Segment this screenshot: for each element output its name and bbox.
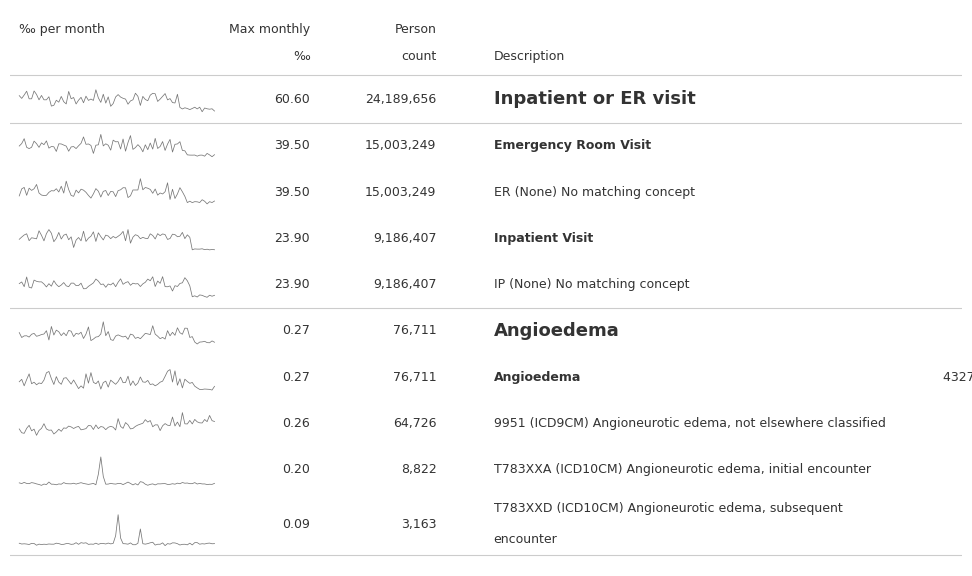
Text: Inpatient Visit: Inpatient Visit xyxy=(494,232,593,245)
Text: count: count xyxy=(401,50,436,63)
Text: 39.50: 39.50 xyxy=(274,185,310,199)
Text: Inpatient or ER visit: Inpatient or ER visit xyxy=(494,90,695,108)
Text: 76,711: 76,711 xyxy=(393,371,436,384)
Text: 60.60: 60.60 xyxy=(274,93,310,106)
Text: 39.50: 39.50 xyxy=(274,139,310,152)
Text: 24,189,656: 24,189,656 xyxy=(365,93,436,106)
Text: Angioedema: Angioedema xyxy=(494,322,619,340)
Text: T783XXD (ICD10CM) Angioneurotic edema, subsequent: T783XXD (ICD10CM) Angioneurotic edema, s… xyxy=(494,502,843,515)
Text: 432791: 432791 xyxy=(939,371,972,384)
Text: 15,003,249: 15,003,249 xyxy=(365,185,436,199)
Text: ‰: ‰ xyxy=(293,50,310,63)
Text: 0.20: 0.20 xyxy=(282,463,310,476)
Text: 8,822: 8,822 xyxy=(400,463,436,476)
Text: 9951 (ICD9CM) Angioneurotic edema, not elsewhere classified: 9951 (ICD9CM) Angioneurotic edema, not e… xyxy=(494,417,885,430)
Text: 9,186,407: 9,186,407 xyxy=(373,278,436,291)
Text: Angioedema: Angioedema xyxy=(494,371,581,384)
Text: IP (None) No matching concept: IP (None) No matching concept xyxy=(494,278,689,291)
Text: 0.26: 0.26 xyxy=(282,417,310,430)
Text: ER (None) No matching concept: ER (None) No matching concept xyxy=(494,185,695,199)
Text: T783XXA (ICD10CM) Angioneurotic edema, initial encounter: T783XXA (ICD10CM) Angioneurotic edema, i… xyxy=(494,463,871,476)
Text: 76,711: 76,711 xyxy=(393,324,436,338)
Text: 15,003,249: 15,003,249 xyxy=(365,139,436,152)
Text: 9,186,407: 9,186,407 xyxy=(373,232,436,245)
Text: Person: Person xyxy=(395,22,436,36)
Text: 23.90: 23.90 xyxy=(274,232,310,245)
Text: Description: Description xyxy=(494,50,565,63)
Text: 23.90: 23.90 xyxy=(274,278,310,291)
Text: encounter: encounter xyxy=(494,533,557,547)
Text: 0.27: 0.27 xyxy=(282,371,310,384)
Text: 3,163: 3,163 xyxy=(401,518,436,530)
Text: ‰ per month: ‰ per month xyxy=(19,22,105,36)
Text: Emergency Room Visit: Emergency Room Visit xyxy=(494,139,650,152)
Text: 64,726: 64,726 xyxy=(393,417,436,430)
Text: 0.27: 0.27 xyxy=(282,324,310,338)
Text: Max monthly: Max monthly xyxy=(228,22,310,36)
Text: 0.09: 0.09 xyxy=(282,518,310,530)
